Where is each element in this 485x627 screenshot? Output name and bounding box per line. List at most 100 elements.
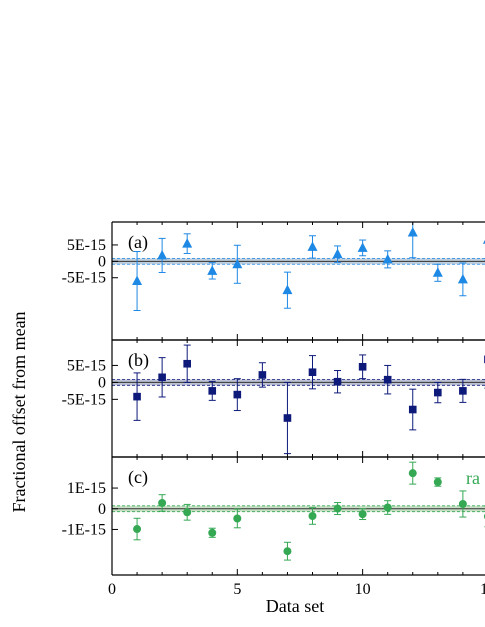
data-point-10 xyxy=(382,250,393,269)
data-point-10 xyxy=(358,354,367,380)
data-point-12 xyxy=(432,263,443,282)
circle-marker xyxy=(183,508,192,517)
data-point-13 xyxy=(457,262,468,297)
circle-marker xyxy=(208,528,217,537)
triangle-marker xyxy=(457,273,468,284)
circle-marker xyxy=(233,514,242,523)
y-tick-label: 1E-15 xyxy=(67,480,106,497)
x-tick-label: 15 xyxy=(480,581,485,598)
data-point-10 xyxy=(383,500,392,515)
square-marker xyxy=(283,414,292,422)
triangle-marker xyxy=(357,242,368,252)
data-point-13 xyxy=(434,381,442,404)
data-point-2 xyxy=(158,357,166,398)
panel-2: 5E-150-5E-15 (b) xyxy=(62,339,485,458)
y-tick-label: -1E-15 xyxy=(62,521,106,538)
triangle-marker xyxy=(382,253,393,264)
circle-marker xyxy=(283,547,292,556)
square-marker xyxy=(408,405,417,414)
panel-1-plot-area xyxy=(112,222,485,311)
triangle-marker xyxy=(432,267,443,277)
y-tick-label: 5E-15 xyxy=(67,357,106,374)
data-point-2 xyxy=(158,494,167,512)
square-marker xyxy=(383,375,392,384)
data-point-11 xyxy=(407,222,418,259)
triangle-marker xyxy=(132,275,143,285)
y-tick-label: 0 xyxy=(98,501,106,518)
y-tick-label: 0 xyxy=(98,374,106,391)
square-marker xyxy=(133,392,141,401)
circle-marker xyxy=(383,503,392,512)
data-point-11 xyxy=(408,461,417,485)
triangle-marker xyxy=(232,258,243,269)
panels: 5E-150-5E-15(a)5E-150-5E-15(b)1E-150-1E-… xyxy=(62,221,485,576)
square-marker xyxy=(158,373,166,382)
y-tick-label: -5E-15 xyxy=(62,270,106,287)
data-point-2 xyxy=(157,237,168,273)
circle-marker xyxy=(358,510,367,519)
circle-marker xyxy=(433,478,442,487)
data-point-3 xyxy=(182,233,193,254)
triangle-marker xyxy=(282,284,293,295)
data-point-3 xyxy=(183,503,192,521)
square-marker xyxy=(183,359,191,368)
circle-marker xyxy=(333,504,342,513)
square-marker xyxy=(434,388,442,397)
data-point-12 xyxy=(408,388,417,431)
data-point-9 xyxy=(358,508,367,521)
data-point-5 xyxy=(233,378,242,412)
data-point-9 xyxy=(357,239,368,257)
data-point-6 xyxy=(283,541,292,561)
y-tick-label: 0 xyxy=(98,253,106,270)
triangle-marker xyxy=(407,226,418,237)
panel-3-plot-area xyxy=(112,461,485,561)
circle-marker xyxy=(158,498,167,507)
data-point-4 xyxy=(208,527,217,538)
y-axis-title: Fractional offset from mean xyxy=(9,311,29,512)
data-point-7 xyxy=(283,381,292,455)
data-point-5 xyxy=(233,508,242,529)
x-axis-title: Data set xyxy=(266,596,324,616)
data-point-1 xyxy=(133,372,141,421)
data-point-7 xyxy=(308,507,317,525)
x-tick-label: 0 xyxy=(108,581,116,598)
data-point-5 xyxy=(232,244,243,284)
data-point-6 xyxy=(258,362,267,388)
y-tick-label: -5E-15 xyxy=(62,391,106,408)
circle-marker xyxy=(133,525,142,534)
data-point-8 xyxy=(332,245,343,263)
data-point-3 xyxy=(183,344,191,383)
square-marker xyxy=(333,377,342,386)
data-point-13 xyxy=(458,490,467,518)
data-point-8 xyxy=(333,502,342,516)
panel-label: (c) xyxy=(128,467,148,488)
x-tick-label: 10 xyxy=(355,581,371,598)
circle-marker xyxy=(308,512,317,520)
square-marker xyxy=(308,368,317,377)
triangle-marker xyxy=(307,241,318,251)
panel-annotation: ra xyxy=(466,468,480,488)
circle-marker xyxy=(458,499,467,508)
panel-3: 1E-15 0 -1E-15 (c) ra xyxy=(62,456,485,576)
square-marker xyxy=(459,387,467,395)
data-point-6 xyxy=(282,271,293,309)
triangle-marker xyxy=(482,239,485,244)
square-marker xyxy=(358,362,367,371)
data-point-8 xyxy=(308,355,317,390)
triangle-marker xyxy=(157,249,168,260)
data-point-4 xyxy=(207,262,218,280)
data-point-1 xyxy=(133,517,142,541)
x-tick-label: 5 xyxy=(233,581,241,598)
square-marker xyxy=(233,390,242,399)
y-tick-label: 5E-15 xyxy=(67,237,106,254)
data-point-4 xyxy=(208,380,217,401)
data-point-9 xyxy=(333,370,342,394)
data-point-14 xyxy=(482,239,485,261)
x-axis-labels: 0 5 10 15 xyxy=(108,581,485,598)
triangle-marker xyxy=(207,265,218,275)
data-point-7 xyxy=(307,235,318,259)
panel-label: (a) xyxy=(128,232,148,253)
data-point-12 xyxy=(433,477,442,487)
data-point-14 xyxy=(459,378,467,403)
